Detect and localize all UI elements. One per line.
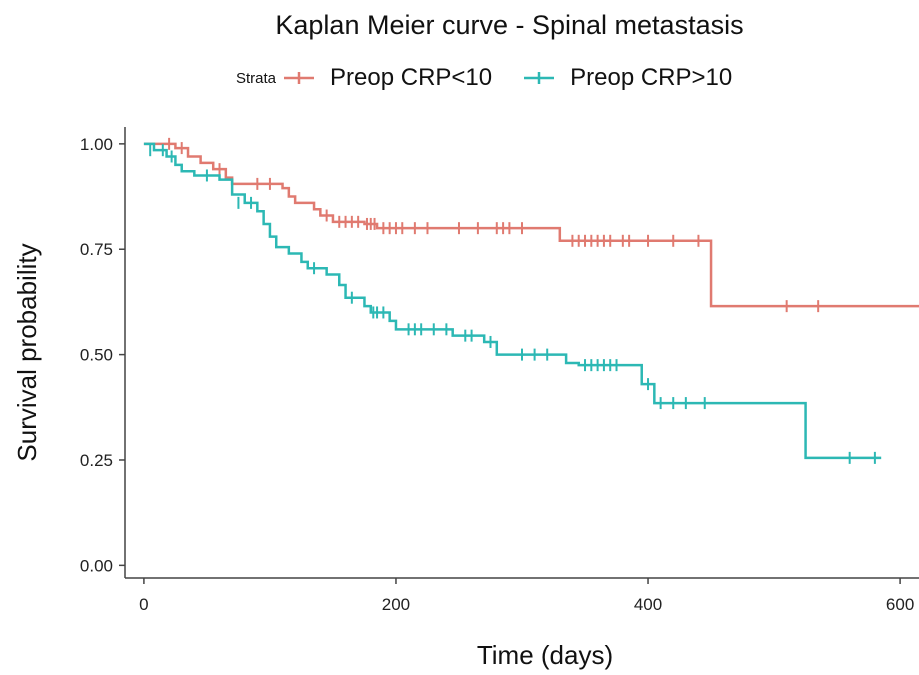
legend-item-crp-low: Preop CRP<10 xyxy=(282,64,492,92)
legend-item-crp-high: Preop CRP>10 xyxy=(522,64,732,92)
legend-label-crp-high: Preop CRP>10 xyxy=(570,64,733,91)
x-axis-title: Time (days) xyxy=(477,640,613,670)
legend: Strata Preop CRP<10 Preop CRP>10 xyxy=(236,64,762,92)
chart-title: Kaplan Meier curve - Spinal metastasis xyxy=(275,10,744,40)
y-tick-label: 0.25 xyxy=(80,451,113,470)
y-tick-label: 1.00 xyxy=(80,135,113,154)
legend-key-crp-low-icon xyxy=(284,72,315,84)
y-tick-label: 0.00 xyxy=(80,556,113,575)
survival-curve-series-0 xyxy=(143,142,919,308)
legend-key-crp-high-icon xyxy=(524,72,555,84)
survival-curve-series-1 xyxy=(143,142,882,460)
x-tick-label: 400 xyxy=(634,595,662,614)
y-tick-label: 0.75 xyxy=(80,240,113,259)
legend-title: Strata xyxy=(236,69,277,87)
x-tick-label: 600 xyxy=(886,595,914,614)
x-tick-label: 200 xyxy=(382,595,410,614)
x-tick-label: 0 xyxy=(139,595,148,614)
y-tick-label: 0.50 xyxy=(80,346,113,365)
y-axis-title: Survival probability xyxy=(12,243,42,461)
legend-label-crp-low: Preop CRP<10 xyxy=(330,64,493,91)
